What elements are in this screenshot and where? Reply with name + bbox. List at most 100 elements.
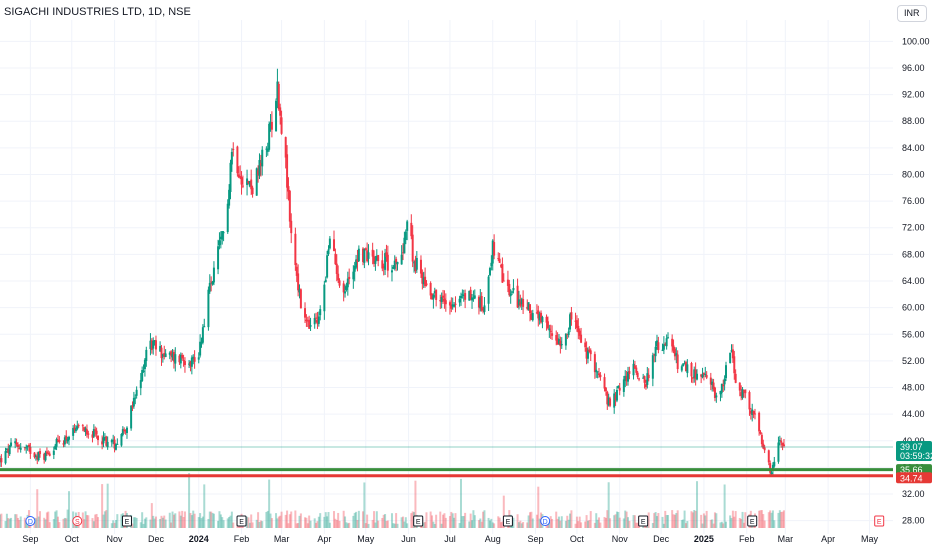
candle-body	[400, 254, 403, 265]
candle-body	[33, 452, 36, 458]
volume-bar	[37, 516, 40, 528]
volume-bar	[218, 511, 221, 528]
candle-body	[305, 319, 308, 322]
volume-bar	[54, 511, 57, 528]
candle-body	[179, 354, 182, 364]
volume-bar	[258, 521, 261, 528]
volume-bar	[686, 521, 689, 528]
candle-body	[39, 451, 42, 455]
candle-body	[210, 281, 213, 283]
volume-bar	[512, 517, 515, 528]
volume-bar	[516, 514, 519, 528]
candle-body	[520, 298, 523, 305]
candle-body	[25, 447, 28, 449]
volume-bar	[188, 473, 191, 528]
candle-body	[759, 431, 762, 434]
volume-bar	[462, 516, 465, 528]
candle-body	[777, 442, 780, 462]
candle-body	[595, 369, 598, 373]
volume-bar	[444, 517, 447, 528]
volume-bar	[143, 518, 146, 528]
candle-body	[334, 253, 337, 265]
candle-body	[246, 178, 249, 185]
candle-body	[269, 122, 272, 126]
volume-bar	[81, 512, 84, 528]
volume-bar	[675, 513, 678, 528]
volume-bar	[19, 516, 22, 528]
x-tick-label: Mar	[778, 534, 794, 544]
volume-bar	[386, 520, 389, 528]
candle-body	[564, 333, 567, 346]
event-marker	[413, 515, 424, 527]
volume-bar	[174, 513, 177, 528]
candle-body	[684, 362, 687, 372]
currency-button[interactable]: INR	[897, 5, 927, 22]
volume-bar	[549, 516, 552, 528]
volume-bar	[181, 510, 184, 528]
volume-bar	[345, 522, 348, 528]
volume-bar	[212, 513, 215, 528]
last-price-badge	[896, 440, 932, 461]
volume-bar	[724, 521, 727, 528]
volume-bar	[103, 511, 106, 528]
volume-bar	[309, 520, 312, 528]
x-tick-label: Nov	[612, 534, 629, 544]
candle-body	[415, 257, 418, 270]
volume-bar	[633, 515, 636, 528]
candle-body	[626, 372, 629, 382]
time-axis[interactable]: Sep Oct Nov Dec 2024 Feb Mar Apr May Jun Jul Aug Sep…	[22, 534, 878, 544]
event-marker-label: E	[416, 519, 421, 526]
candle-body	[335, 263, 338, 274]
y-tick-label: 28.00	[902, 516, 925, 526]
candle-body	[29, 446, 32, 454]
volume-bar	[356, 519, 359, 528]
volume-bar	[392, 523, 395, 528]
volume-bar	[740, 518, 743, 528]
volume-bar	[424, 521, 427, 528]
volume-bar	[65, 518, 68, 528]
candle-body	[424, 276, 427, 287]
candle-body	[722, 384, 725, 387]
candle-body	[142, 370, 145, 372]
candle-body	[781, 442, 784, 446]
candle-body	[664, 343, 667, 345]
event-marker-label: E	[641, 519, 646, 526]
volume-bar	[604, 517, 607, 528]
candle-body	[472, 297, 475, 299]
candle-body	[546, 321, 549, 329]
candle-body	[15, 442, 18, 445]
volume-bar	[95, 513, 98, 528]
volume-bar	[139, 522, 142, 528]
volume-bar	[211, 512, 214, 528]
candle-body	[77, 425, 80, 427]
volume-bar	[338, 520, 341, 528]
volume-bar	[684, 523, 687, 528]
candle-body	[265, 148, 268, 150]
volume-bar	[700, 514, 703, 528]
volume-bar	[667, 515, 670, 528]
candle-body	[81, 425, 84, 427]
candle-body	[123, 429, 126, 432]
candle-body	[27, 444, 30, 448]
candle-body	[160, 347, 163, 359]
price-axis[interactable]: 100.00 96.00 92.00 88.00 84.00 80.00 76.00 72.0…	[902, 36, 930, 525]
candle-body	[371, 249, 374, 257]
x-tick-label: Jul	[444, 534, 456, 544]
candle-body	[317, 316, 320, 324]
volume-bar	[294, 510, 297, 528]
volume-bar	[578, 516, 581, 528]
candle-body	[549, 330, 552, 332]
volume-bar	[701, 523, 704, 528]
volume-bar	[382, 514, 385, 528]
event-marker-label: E	[506, 519, 511, 526]
candle-body	[352, 271, 355, 280]
candle-body	[266, 148, 269, 152]
y-tick-label: 96.00	[902, 63, 925, 73]
volume-bar	[782, 510, 785, 528]
volume-bar	[232, 522, 235, 528]
volume-bar	[62, 518, 65, 528]
volume-bar	[18, 519, 21, 528]
candle-body	[279, 107, 282, 116]
candle-body	[14, 441, 17, 444]
